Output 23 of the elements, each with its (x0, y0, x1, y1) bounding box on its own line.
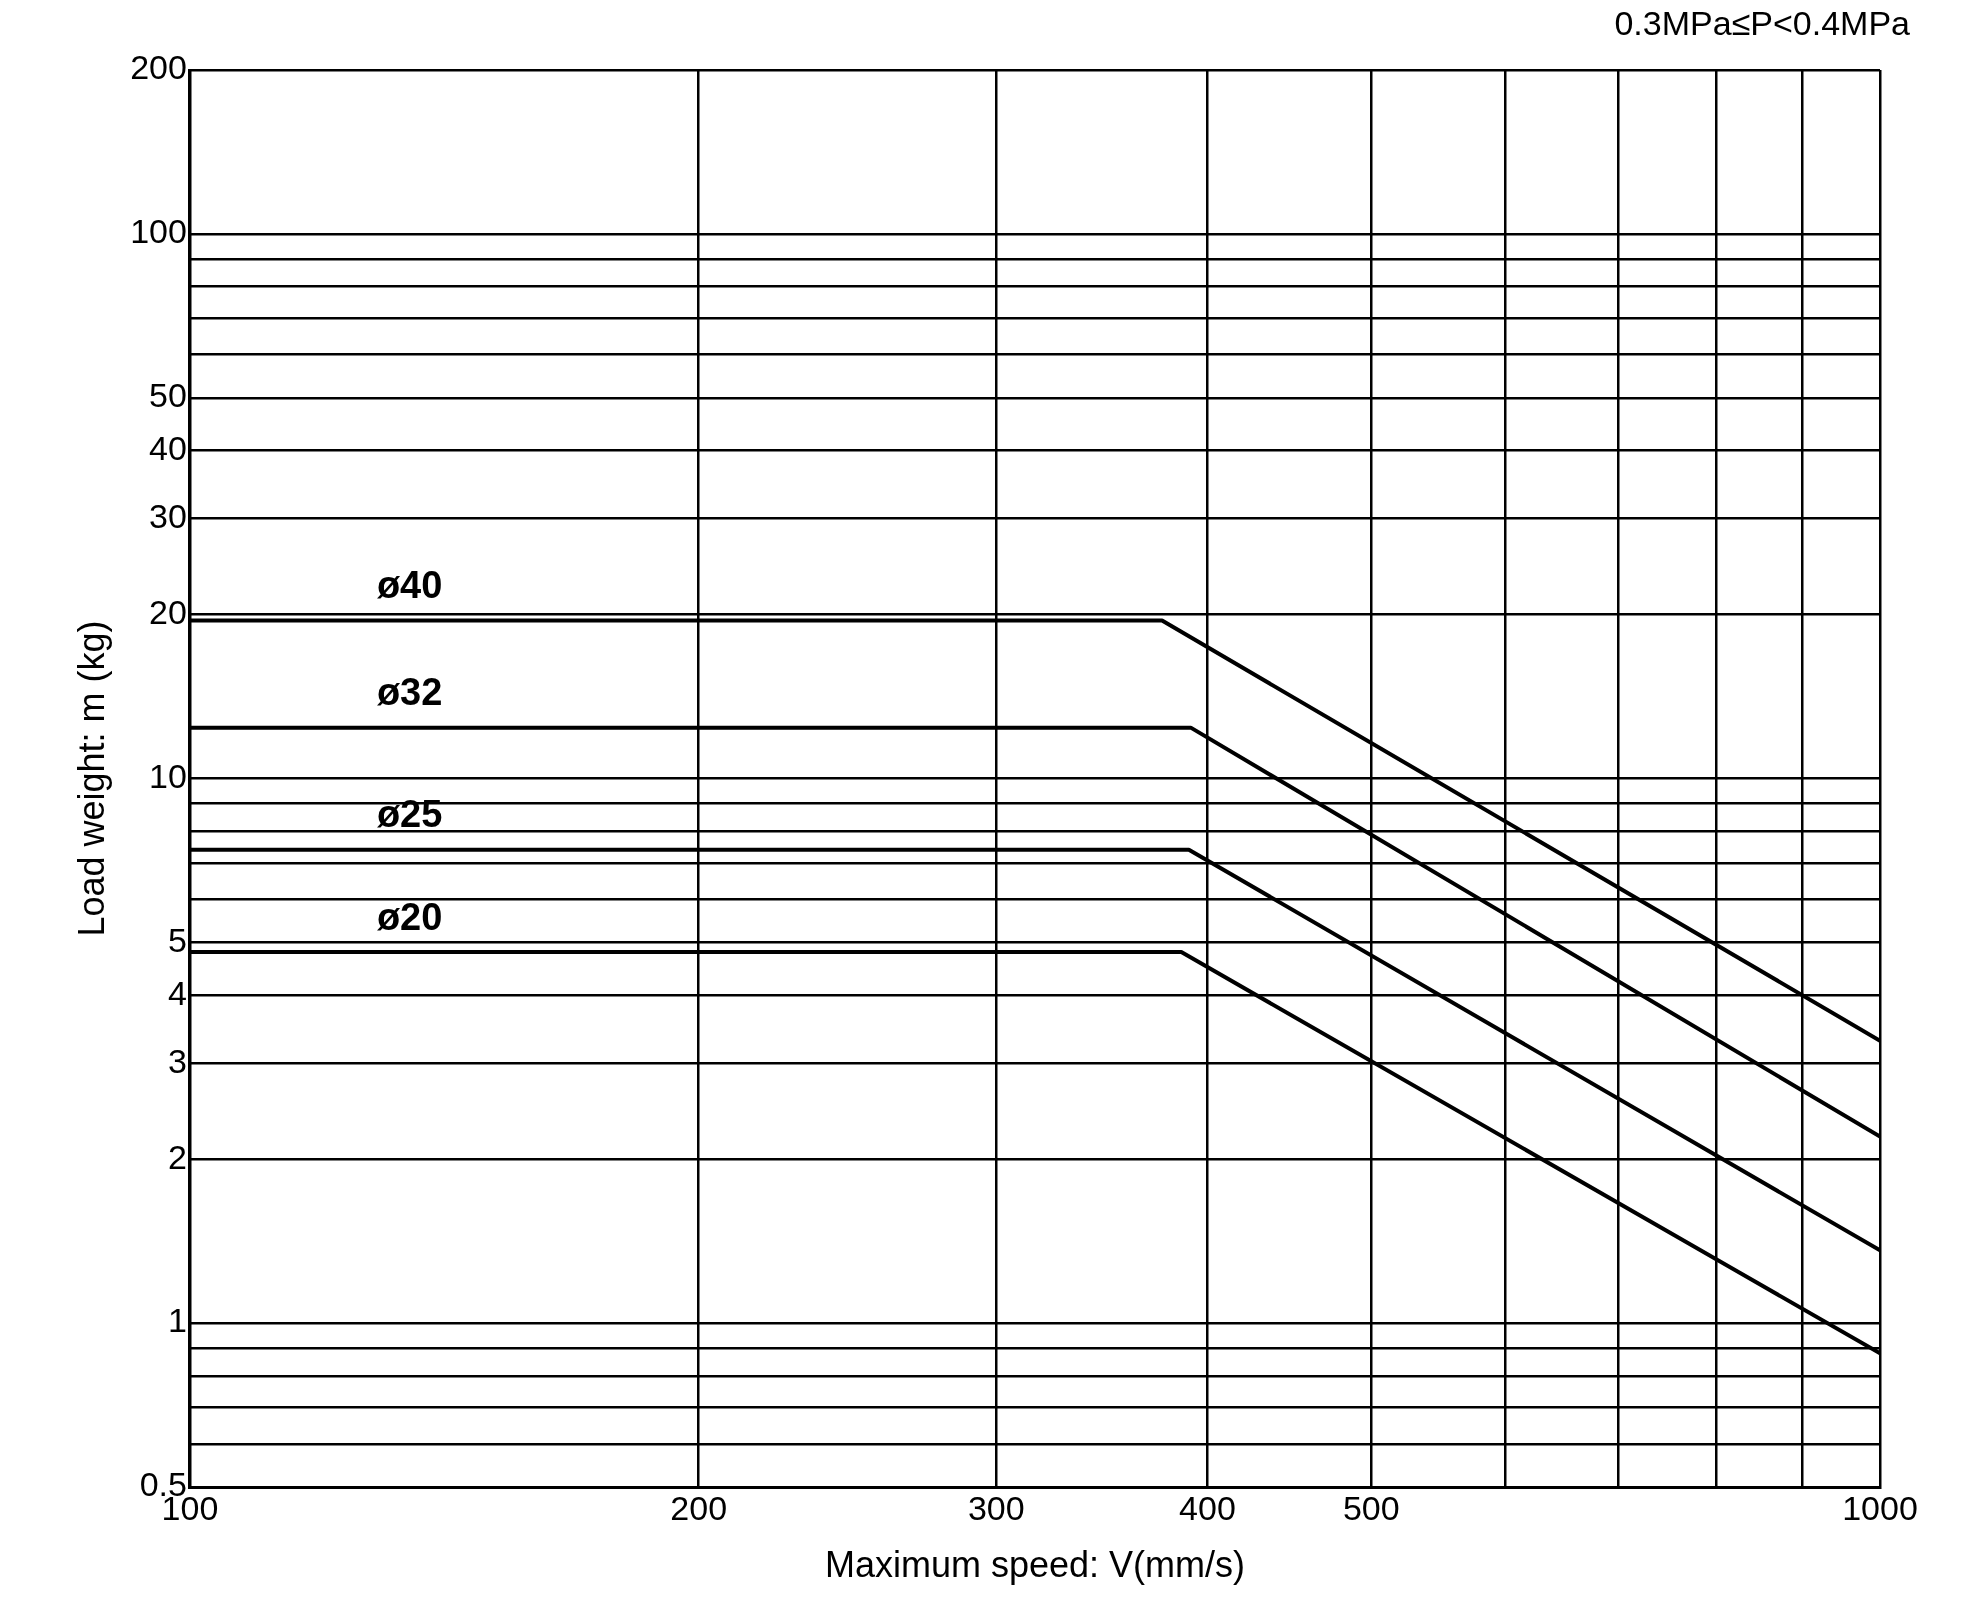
series-label: ø40 (376, 564, 443, 607)
x-tick-label: 500 (1342, 1488, 1400, 1527)
y-tick-label: 20 (149, 592, 187, 631)
y-tick-label: 3 (168, 1041, 187, 1080)
series-label: ø20 (376, 895, 443, 938)
y-tick-label: 2 (168, 1137, 187, 1176)
y-tick-label: 50 (149, 376, 187, 415)
y-tick-label: 10 (149, 756, 187, 795)
y-axis-title: Load weight: m (kg) (70, 620, 112, 937)
y-tick-label: 30 (149, 497, 187, 536)
y-tick-label: 5 (168, 920, 187, 959)
x-tick-label: 1000 (1842, 1488, 1918, 1527)
y-tick-label: 1 (168, 1301, 187, 1340)
y-tick-label: 4 (168, 973, 187, 1012)
x-tick-label: 200 (670, 1488, 728, 1527)
y-tick-label: 40 (149, 429, 187, 468)
x-tick-label: 300 (967, 1488, 1025, 1527)
series-label: ø32 (376, 671, 443, 714)
chart-subtitle: 0.3MPa≤P<0.4MPa (1614, 4, 1910, 43)
x-tick-label: 400 (1179, 1488, 1236, 1527)
y-tick-label: 200 (130, 48, 187, 87)
y-tick-label: 100 (130, 212, 187, 251)
x-axis-title: Maximum speed: V(mm/s) (824, 1544, 1245, 1586)
